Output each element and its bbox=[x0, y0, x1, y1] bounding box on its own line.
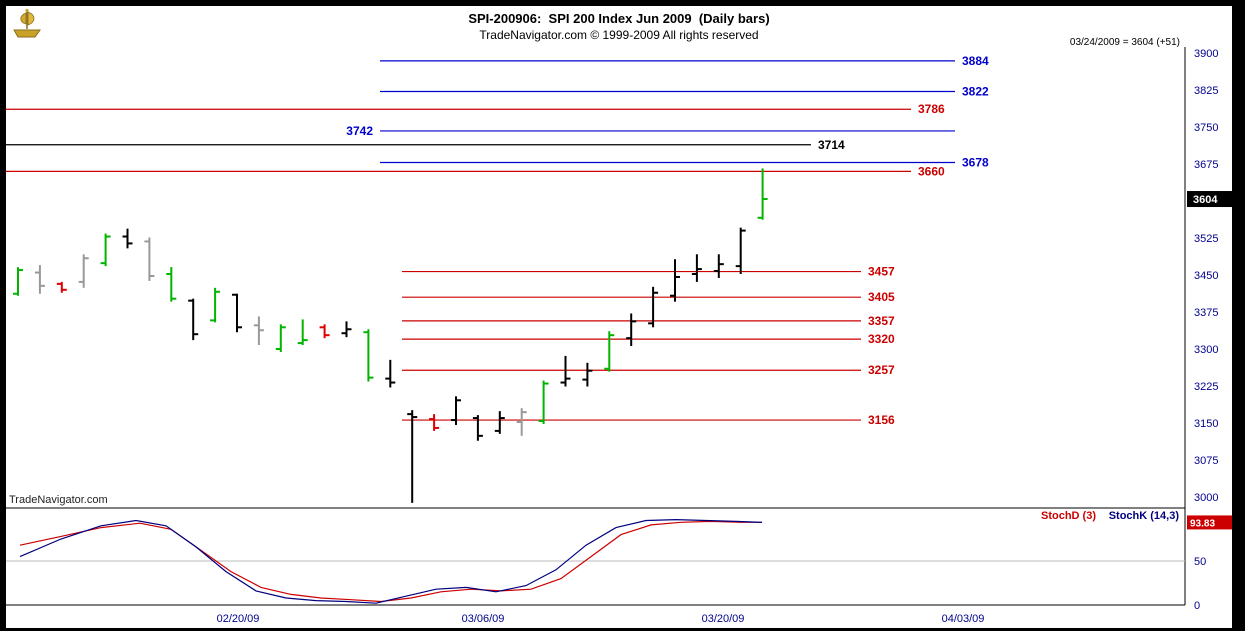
price-axis-label: 3525 bbox=[1194, 233, 1218, 245]
stoch-axis-label: 0 bbox=[1194, 600, 1200, 612]
sr-level-label: 3457 bbox=[868, 265, 895, 279]
stoch-k-legend: StochK (14,3) bbox=[1109, 510, 1180, 522]
sr-level-label: 3822 bbox=[962, 84, 989, 98]
date-axis-label: 03/06/09 bbox=[462, 613, 505, 625]
sr-level-label: 3714 bbox=[818, 138, 845, 152]
chart-header: SPI-200906: SPI 200 Index Jun 2009 (Dail… bbox=[6, 6, 1232, 42]
date-axis-label: 02/20/09 bbox=[217, 613, 260, 625]
current-price-label: 3604 bbox=[1193, 194, 1218, 206]
sr-level-label: 3742 bbox=[346, 124, 373, 138]
date-axis-label: 04/03/09 bbox=[942, 613, 985, 625]
sr-level-label: 3405 bbox=[868, 290, 895, 304]
stoch-axis-label: 50 bbox=[1194, 556, 1206, 568]
price-chart-canvas[interactable]: 3884 3822 3786 3742 3714 3678 3660 3457 3405 3357… bbox=[6, 6, 1232, 628]
price-axis-label: 3675 bbox=[1194, 159, 1218, 171]
sr-level-label: 3357 bbox=[868, 314, 895, 328]
watermark-text: TradeNavigator.com bbox=[9, 494, 108, 506]
price-axis-label: 3075 bbox=[1194, 455, 1218, 467]
price-axis-label: 3900 bbox=[1194, 48, 1218, 60]
current-price-box bbox=[1187, 191, 1232, 208]
sr-level-label: 3884 bbox=[962, 54, 989, 68]
price-axis-label: 3000 bbox=[1194, 492, 1218, 504]
sr-level-label: 3257 bbox=[868, 363, 895, 377]
sr-level-label: 3320 bbox=[868, 332, 895, 346]
chart-subtitle: TradeNavigator.com © 1999-2009 All right… bbox=[479, 28, 759, 42]
chart-title: SPI-200906: SPI 200 Index Jun 2009 (Dail… bbox=[468, 11, 770, 26]
stoch-value-label: 93.83 bbox=[1190, 518, 1215, 529]
sr-level-label: 3786 bbox=[918, 102, 945, 116]
price-axis-label: 3375 bbox=[1194, 307, 1218, 319]
sr-level-label: 3660 bbox=[918, 164, 945, 178]
price-axis-label: 3225 bbox=[1194, 381, 1218, 393]
sr-level-label: 3678 bbox=[962, 156, 989, 170]
date-axis-label: 03/20/09 bbox=[702, 613, 745, 625]
stoch-d-legend: StochD (3) bbox=[1041, 510, 1096, 522]
price-axis-label: 3300 bbox=[1194, 344, 1218, 356]
price-axis-label: 3825 bbox=[1194, 85, 1218, 97]
price-axis-label: 3750 bbox=[1194, 122, 1218, 134]
price-axis-label: 3450 bbox=[1194, 270, 1218, 282]
cursor-date-value-readout: 03/24/2009 = 3604 (+51) bbox=[1069, 37, 1180, 48]
price-axis-label: 3150 bbox=[1194, 418, 1218, 430]
chart-page: 3884 3822 3786 3742 3714 3678 3660 3457 3405 3357… bbox=[6, 6, 1232, 628]
sr-level-label: 3156 bbox=[868, 413, 895, 427]
stoch-value-box bbox=[1187, 515, 1232, 530]
tradenavigator-logo-icon[interactable] bbox=[10, 8, 44, 40]
stoch-k-line bbox=[19, 518, 763, 604]
